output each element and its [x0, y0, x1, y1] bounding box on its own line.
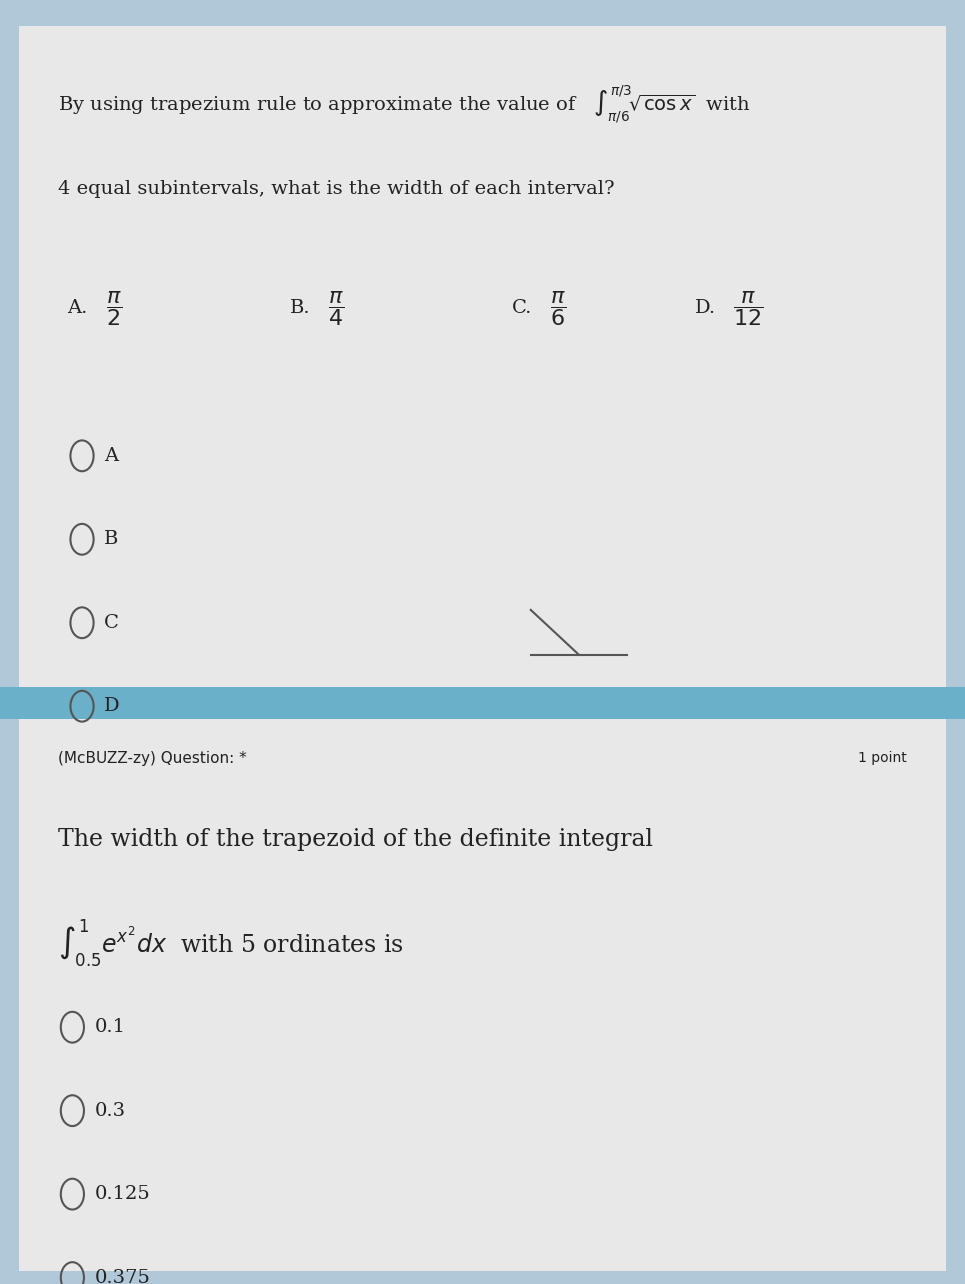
Text: $\dfrac{\pi}{2}$: $\dfrac{\pi}{2}$ [106, 289, 123, 327]
FancyBboxPatch shape [0, 687, 965, 719]
Text: By using trapezium rule to approximate the value of   $\int_{\pi/6}^{\pi/3}\!\sq: By using trapezium rule to approximate t… [58, 83, 751, 126]
Text: 4 equal subintervals, what is the width of each interval?: 4 equal subintervals, what is the width … [58, 180, 615, 198]
Text: A: A [104, 447, 119, 465]
Text: D.: D. [695, 299, 716, 317]
Text: $\dfrac{\pi}{12}$: $\dfrac{\pi}{12}$ [733, 289, 763, 327]
Text: B.: B. [290, 299, 310, 317]
Text: B: B [104, 530, 119, 548]
Text: $\int_{0.5}^{1} e^{x^2} dx$  with 5 ordinates is: $\int_{0.5}^{1} e^{x^2} dx$ with 5 ordin… [58, 918, 403, 969]
Text: D: D [104, 697, 120, 715]
Text: A.: A. [68, 299, 88, 317]
FancyBboxPatch shape [19, 719, 946, 1271]
Text: The width of the trapezoid of the definite integral: The width of the trapezoid of the defini… [58, 828, 653, 851]
Text: C.: C. [511, 299, 532, 317]
Text: C: C [104, 614, 119, 632]
Text: 0.1: 0.1 [95, 1018, 125, 1036]
Text: 1 point: 1 point [858, 751, 907, 765]
Text: 0.125: 0.125 [95, 1185, 151, 1203]
Text: $\dfrac{\pi}{4}$: $\dfrac{\pi}{4}$ [328, 289, 345, 327]
Text: (McBUZZ-zy) Question: *: (McBUZZ-zy) Question: * [58, 751, 247, 767]
FancyBboxPatch shape [19, 26, 946, 693]
Text: $\dfrac{\pi}{6}$: $\dfrac{\pi}{6}$ [550, 289, 566, 327]
Text: 0.3: 0.3 [95, 1102, 125, 1120]
Text: 0.375: 0.375 [95, 1269, 151, 1284]
